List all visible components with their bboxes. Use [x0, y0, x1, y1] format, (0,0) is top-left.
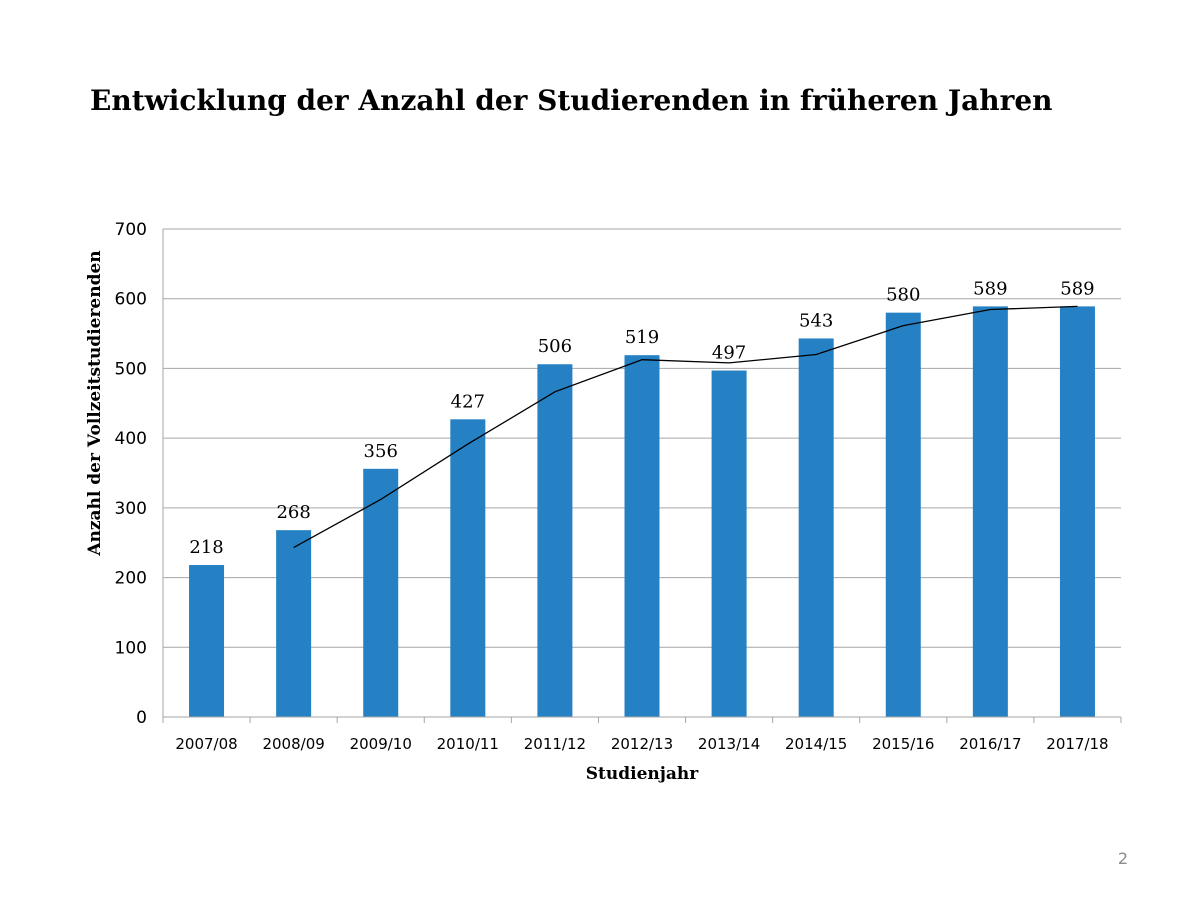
bars [189, 306, 1095, 717]
bar [537, 364, 573, 717]
x-tick-label: 2014/15 [785, 735, 847, 753]
bar [276, 530, 312, 717]
trendline-layer [293, 305, 1078, 549]
bar [363, 468, 399, 717]
data-label: 356 [364, 441, 398, 462]
bar [450, 419, 486, 717]
slide-title: Entwicklung der Anzahl der Studierenden … [90, 84, 1053, 117]
trendline [293, 305, 1078, 549]
y-tick-label: 500 [115, 359, 147, 379]
y-tick-label: 600 [115, 290, 147, 310]
x-tick-label: 2012/13 [611, 735, 673, 753]
x-tick-label: 2010/11 [437, 735, 499, 753]
bar [189, 565, 225, 717]
data-label: 589 [1060, 278, 1094, 299]
data-label: 506 [538, 336, 572, 357]
x-tick-label: 2015/16 [872, 735, 934, 753]
y-tick-label: 0 [136, 708, 147, 728]
y-axis-title: Anzahl der Vollzeitstudierenden [85, 250, 105, 556]
bar [885, 312, 921, 717]
data-label: 519 [625, 327, 659, 348]
axes: 0 100 200 300 400 500 600 700 2007/08 2008/09 2009… [115, 220, 1122, 753]
bar [711, 370, 747, 717]
data-label: 218 [189, 537, 223, 558]
y-tick-label: 200 [115, 569, 147, 589]
data-label: 589 [973, 278, 1007, 299]
data-labels: 218 268 356 427 506 519 497 543 580 589 589 [189, 278, 1094, 558]
bar [972, 306, 1008, 717]
data-label: 427 [451, 391, 485, 412]
y-tick-label: 400 [115, 429, 147, 449]
x-tick-label: 2009/10 [350, 735, 412, 753]
bar [624, 355, 660, 717]
x-axis-title: Studienjahr [586, 764, 700, 784]
page-number: 2 [1117, 849, 1128, 868]
x-tick-label: 2008/09 [262, 735, 324, 753]
bar [1059, 306, 1095, 717]
x-tick-label: 2016/17 [959, 735, 1021, 753]
x-tick-label: 2013/14 [698, 735, 760, 753]
y-tick-label: 100 [115, 638, 147, 658]
data-label: 543 [799, 310, 833, 331]
y-tick-label: 300 [115, 499, 147, 519]
y-tick-label: 700 [115, 220, 147, 240]
x-tick-label: 2017/18 [1046, 735, 1108, 753]
data-label: 497 [712, 343, 746, 364]
data-label: 580 [886, 285, 920, 306]
bar [798, 338, 834, 717]
x-tick-label: 2011/12 [524, 735, 586, 753]
x-tick-label: 2007/08 [175, 735, 237, 753]
data-label: 268 [276, 502, 310, 523]
